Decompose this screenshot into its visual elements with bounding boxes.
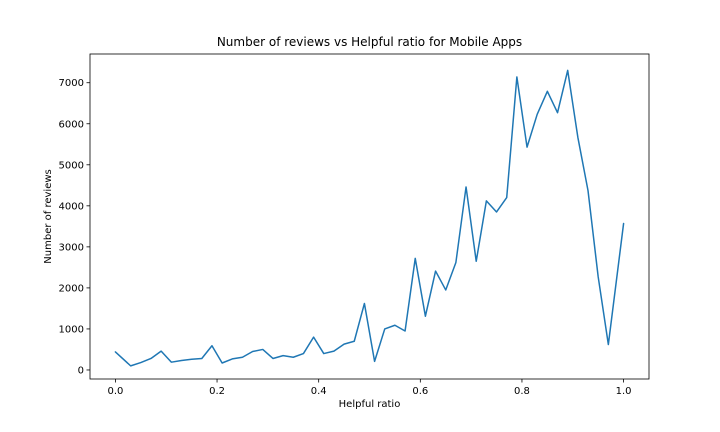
y-tick-label: 6000	[59, 119, 84, 130]
x-axis: 0.0 0.2 0.4 0.6 0.8 1.0	[107, 379, 632, 397]
y-tick-label: 4000	[59, 201, 84, 212]
y-tick-label: 5000	[59, 160, 84, 171]
y-tick-label: 2000	[59, 283, 84, 294]
y-axis-label: Number of reviews	[43, 169, 54, 263]
x-tick-label: 0.6	[412, 386, 428, 397]
y-tick-label: 7000	[59, 78, 84, 89]
x-tick-label: 0.0	[107, 386, 123, 397]
y-axis: 0 1000 2000 3000 4000 5000 6000 7000	[59, 78, 90, 376]
x-axis-label: Helpful ratio	[339, 399, 401, 410]
series-line	[114, 69, 625, 367]
y-tick-label: 0	[78, 365, 84, 376]
y-tick-label: 3000	[59, 242, 84, 253]
y-tick-label: 1000	[59, 324, 84, 335]
plot-area	[114, 69, 625, 367]
x-tick-label: 0.2	[209, 386, 225, 397]
x-tick-label: 0.4	[311, 386, 327, 397]
chart-title: Number of reviews vs Helpful ratio for M…	[217, 35, 522, 49]
x-tick-label: 1.0	[616, 386, 632, 397]
plot-frame	[89, 53, 650, 380]
x-tick-label: 0.8	[514, 386, 530, 397]
